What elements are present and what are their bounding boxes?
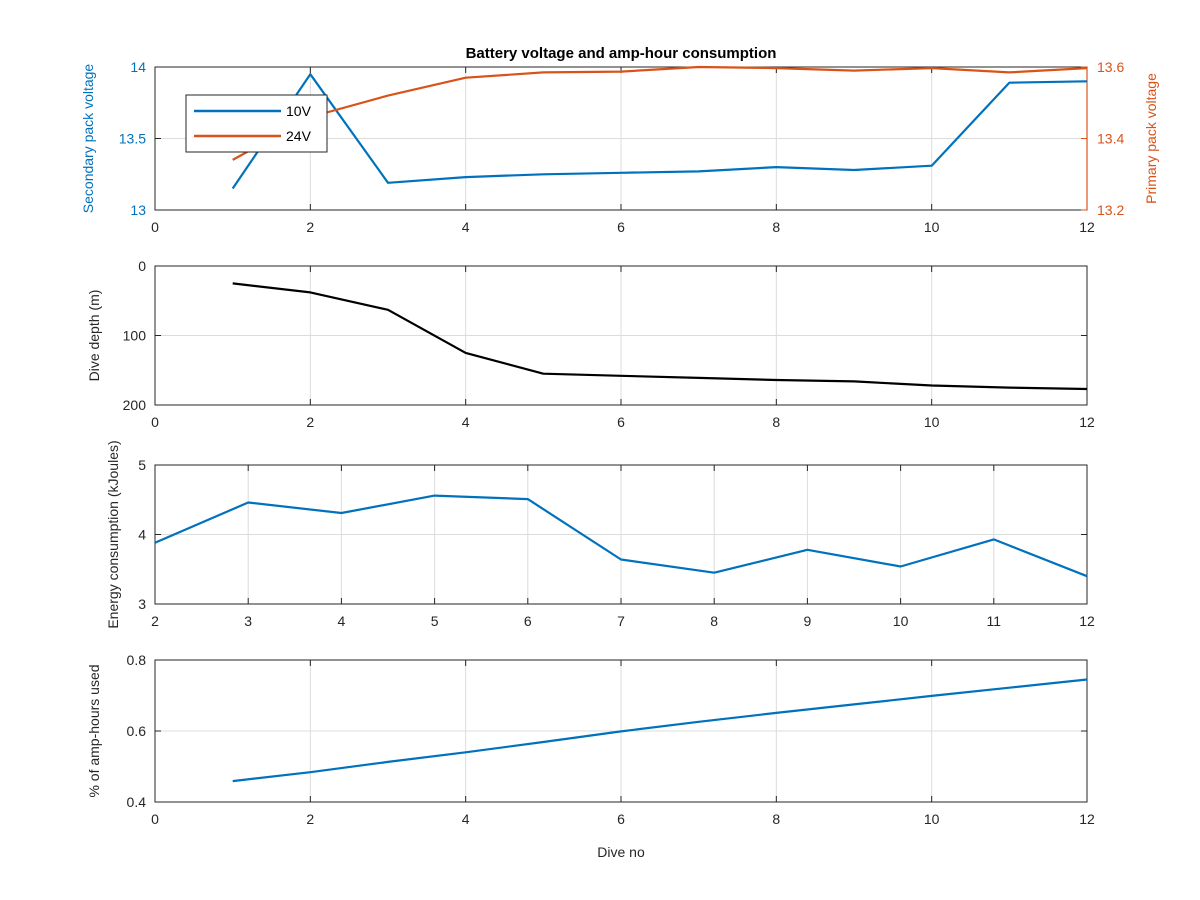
x-tick-label: 12 bbox=[1079, 811, 1095, 827]
y-axis-label: Dive depth (m) bbox=[86, 290, 102, 382]
figure-title: Battery voltage and amp-hour consumption bbox=[466, 45, 777, 62]
y-tick-label: 13 bbox=[130, 202, 146, 218]
x-tick-label: 10 bbox=[924, 219, 940, 235]
y-right-tick-label: 13.2 bbox=[1097, 202, 1124, 218]
x-tick-label: 4 bbox=[338, 613, 346, 629]
x-tick-label: 2 bbox=[306, 414, 314, 430]
y-tick-label: 5 bbox=[138, 457, 146, 473]
x-tick-label: 2 bbox=[151, 613, 159, 629]
legend-label-24v: 24V bbox=[286, 128, 312, 144]
x-tick-label: 2 bbox=[306, 811, 314, 827]
x-tick-label: 12 bbox=[1079, 219, 1095, 235]
y-tick-label: 0.6 bbox=[127, 723, 147, 739]
y-right-tick-label: 13.6 bbox=[1097, 59, 1124, 75]
y-tick-label: 13.5 bbox=[119, 131, 146, 147]
y-tick-label: 14 bbox=[130, 59, 146, 75]
x-tick-label: 8 bbox=[710, 613, 718, 629]
y-right-axis-label: Primary pack voltage bbox=[1143, 73, 1159, 204]
series-line-2-1 bbox=[232, 282, 1088, 391]
x-tick-label: 10 bbox=[893, 613, 909, 629]
x-tick-label: 3 bbox=[244, 613, 252, 629]
y-tick-label: 0 bbox=[138, 258, 146, 274]
x-tick-label: 7 bbox=[617, 613, 625, 629]
subplot-2: 0 2 4 6 8 10 12 0 100 200 Dive depth (m) bbox=[86, 258, 1095, 430]
legend: 10V 24V bbox=[185, 94, 328, 153]
x-tick-label: 6 bbox=[617, 811, 625, 827]
x-axis-label: Dive no bbox=[597, 844, 645, 860]
legend-box bbox=[185, 94, 328, 153]
x-tick-label: 4 bbox=[462, 811, 470, 827]
x-tick-label: 0 bbox=[151, 219, 159, 235]
x-tick-label: 8 bbox=[772, 219, 780, 235]
subplots: 0 2 4 6 8 10 12 13 13.5 14 Secondary pack voltage 1… bbox=[80, 59, 1159, 827]
y-axis-label: % of amp-hours used bbox=[86, 664, 102, 797]
x-tick-label: 5 bbox=[431, 613, 439, 629]
series-line-10v bbox=[231, 73, 1088, 190]
y-tick-label: 4 bbox=[138, 527, 146, 543]
x-tick-label: 4 bbox=[462, 219, 470, 235]
x-tick-label: 0 bbox=[151, 811, 159, 827]
x-tick-label: 0 bbox=[151, 414, 159, 430]
x-tick-label: 6 bbox=[617, 414, 625, 430]
y-right-tick-label: 13.4 bbox=[1097, 131, 1124, 147]
series-line-4-1 bbox=[232, 678, 1088, 783]
legend-label-10v: 10V bbox=[286, 103, 312, 119]
series-line-24v bbox=[232, 65, 1088, 161]
x-tick-label: 6 bbox=[524, 613, 532, 629]
x-tick-label: 9 bbox=[804, 613, 812, 629]
y-axis-label: Energy consumption (kJoules) bbox=[105, 440, 121, 628]
y-tick-label: 0.4 bbox=[127, 794, 147, 810]
series-line-3-1 bbox=[154, 494, 1088, 578]
x-tick-label: 4 bbox=[462, 414, 470, 430]
x-tick-label: 11 bbox=[987, 613, 1002, 629]
y-tick-label: 3 bbox=[138, 596, 146, 612]
y-tick-label: 100 bbox=[123, 328, 147, 344]
x-tick-label: 8 bbox=[772, 811, 780, 827]
subplot-1: 0 2 4 6 8 10 12 13 13.5 14 Secondary pack voltage 1… bbox=[80, 59, 1159, 235]
y-tick-label: 0.8 bbox=[127, 652, 147, 668]
y-tick-label: 200 bbox=[123, 397, 147, 413]
x-tick-label: 12 bbox=[1079, 613, 1095, 629]
x-tick-label: 8 bbox=[772, 414, 780, 430]
x-tick-label: 6 bbox=[617, 219, 625, 235]
x-tick-label: 10 bbox=[924, 414, 940, 430]
x-tick-label: 2 bbox=[306, 219, 314, 235]
subplot-4: 0 2 4 6 8 10 12 0.4 0.6 0.8 % of amp-hours used bbox=[86, 652, 1095, 827]
x-tick-label: 12 bbox=[1079, 414, 1095, 430]
y-axis-label: Secondary pack voltage bbox=[80, 64, 96, 214]
x-tick-label: 10 bbox=[924, 811, 940, 827]
